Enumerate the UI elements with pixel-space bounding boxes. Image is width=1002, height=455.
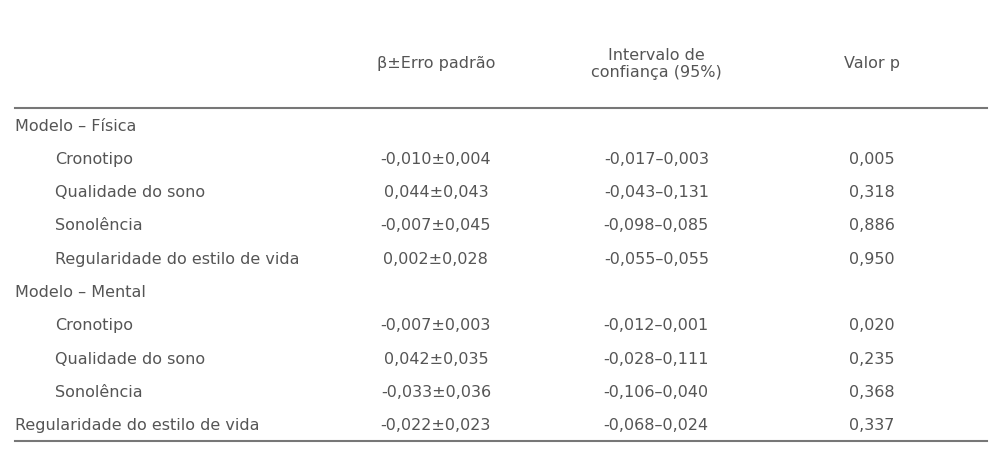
Text: 0,337: 0,337 bbox=[849, 417, 895, 432]
Text: Sonolência: Sonolência bbox=[55, 218, 142, 233]
Text: 0,886: 0,886 bbox=[849, 218, 895, 233]
Text: -0,022±0,023: -0,022±0,023 bbox=[381, 417, 491, 432]
Text: -0,068–0,024: -0,068–0,024 bbox=[604, 417, 708, 432]
Text: -0,106–0,040: -0,106–0,040 bbox=[604, 384, 708, 399]
Text: Modelo – Mental: Modelo – Mental bbox=[15, 284, 146, 299]
Text: -0,098–0,085: -0,098–0,085 bbox=[603, 218, 709, 233]
Text: -0,033±0,036: -0,033±0,036 bbox=[381, 384, 491, 399]
Text: 0,042±0,035: 0,042±0,035 bbox=[384, 351, 488, 366]
Text: Sonolência: Sonolência bbox=[55, 384, 142, 399]
Text: 0,044±0,043: 0,044±0,043 bbox=[384, 185, 488, 200]
Text: Regularidade do estilo de vida: Regularidade do estilo de vida bbox=[15, 417, 260, 432]
Text: -0,010±0,004: -0,010±0,004 bbox=[381, 152, 491, 167]
Text: -0,017–0,003: -0,017–0,003 bbox=[604, 152, 708, 167]
Text: Qualidade do sono: Qualidade do sono bbox=[55, 351, 205, 366]
Text: -0,007±0,045: -0,007±0,045 bbox=[381, 218, 491, 233]
Text: Modelo – Física: Modelo – Física bbox=[15, 118, 136, 133]
Text: Cronotipo: Cronotipo bbox=[55, 152, 133, 167]
Text: 0,950: 0,950 bbox=[849, 251, 895, 266]
Text: 0,005: 0,005 bbox=[849, 152, 895, 167]
Text: -0,007±0,003: -0,007±0,003 bbox=[381, 318, 491, 333]
Text: 0,020: 0,020 bbox=[849, 318, 895, 333]
Text: -0,028–0,111: -0,028–0,111 bbox=[603, 351, 709, 366]
Text: β±Erro padrão: β±Erro padrão bbox=[377, 56, 495, 71]
Text: Valor p: Valor p bbox=[844, 56, 900, 71]
Text: 0,235: 0,235 bbox=[849, 351, 895, 366]
Text: Qualidade do sono: Qualidade do sono bbox=[55, 185, 205, 200]
Text: -0,043–0,131: -0,043–0,131 bbox=[604, 185, 708, 200]
Text: 0,318: 0,318 bbox=[849, 185, 895, 200]
Text: Regularidade do estilo de vida: Regularidade do estilo de vida bbox=[55, 251, 300, 266]
Text: -0,012–0,001: -0,012–0,001 bbox=[603, 318, 709, 333]
Text: Cronotipo: Cronotipo bbox=[55, 318, 133, 333]
Text: -0,055–0,055: -0,055–0,055 bbox=[604, 251, 708, 266]
Text: 0,368: 0,368 bbox=[849, 384, 895, 399]
Text: 0,002±0,028: 0,002±0,028 bbox=[384, 251, 488, 266]
Text: Intervalo de
confiança (95%): Intervalo de confiança (95%) bbox=[591, 47, 721, 80]
